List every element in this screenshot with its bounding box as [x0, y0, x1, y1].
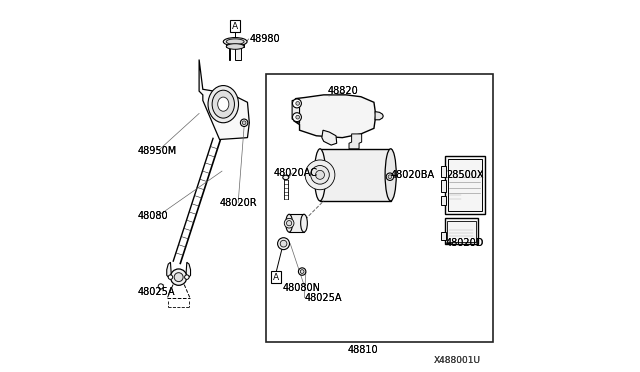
Circle shape — [287, 221, 292, 226]
Text: 48950M: 48950M — [138, 146, 177, 155]
Polygon shape — [199, 60, 250, 140]
Polygon shape — [235, 48, 241, 60]
Ellipse shape — [227, 39, 244, 44]
Text: 48950M: 48950M — [138, 146, 177, 155]
Text: X488001U: X488001U — [434, 356, 481, 365]
Circle shape — [174, 273, 183, 282]
Text: 48020BA: 48020BA — [390, 170, 435, 180]
Ellipse shape — [223, 38, 247, 46]
Text: X488001U: X488001U — [434, 356, 481, 365]
Bar — [447, 221, 476, 242]
Circle shape — [305, 160, 335, 190]
Text: 48020AC: 48020AC — [273, 168, 317, 178]
Circle shape — [296, 102, 300, 105]
Text: 48820: 48820 — [328, 86, 358, 96]
Bar — [289, 214, 304, 232]
Bar — [320, 149, 390, 201]
Text: 48020D: 48020D — [445, 238, 484, 247]
Circle shape — [278, 238, 289, 250]
Text: 48020AC: 48020AC — [273, 168, 317, 178]
Text: 48020BA: 48020BA — [390, 170, 435, 180]
Bar — [441, 196, 445, 205]
Text: 48025A: 48025A — [305, 293, 342, 302]
Text: 48080: 48080 — [138, 211, 168, 221]
Text: 28500X: 28500X — [447, 170, 484, 180]
Circle shape — [292, 99, 301, 108]
Bar — [447, 159, 482, 211]
Text: 48980: 48980 — [250, 34, 280, 44]
Circle shape — [386, 173, 394, 180]
Polygon shape — [186, 262, 191, 278]
Ellipse shape — [208, 86, 239, 123]
Bar — [441, 166, 445, 177]
Ellipse shape — [212, 90, 234, 118]
Ellipse shape — [218, 97, 229, 111]
Polygon shape — [322, 130, 337, 145]
Polygon shape — [229, 46, 230, 60]
Ellipse shape — [314, 149, 326, 201]
Ellipse shape — [227, 44, 244, 49]
Circle shape — [241, 119, 248, 126]
Ellipse shape — [385, 149, 396, 201]
Text: 48980: 48980 — [250, 34, 280, 44]
Circle shape — [168, 275, 173, 279]
Bar — [445, 156, 485, 214]
Polygon shape — [349, 134, 362, 149]
Circle shape — [292, 113, 301, 122]
Text: 48810: 48810 — [348, 345, 378, 355]
Text: 48080N: 48080N — [283, 283, 321, 293]
Circle shape — [170, 269, 187, 285]
Bar — [445, 218, 479, 244]
Text: 48080: 48080 — [138, 211, 168, 221]
Bar — [441, 180, 445, 192]
Text: 48080N: 48080N — [283, 283, 321, 293]
Bar — [441, 232, 445, 240]
Polygon shape — [375, 112, 383, 120]
Polygon shape — [294, 95, 376, 138]
Circle shape — [280, 240, 287, 247]
Ellipse shape — [301, 214, 307, 232]
Text: 48020D: 48020D — [445, 238, 484, 247]
Circle shape — [298, 268, 306, 275]
Text: 28500X: 28500X — [447, 170, 484, 180]
Text: 48025A: 48025A — [138, 287, 175, 297]
Circle shape — [300, 270, 304, 273]
Text: 48820: 48820 — [328, 86, 358, 96]
Text: 48020R: 48020R — [220, 198, 257, 208]
Circle shape — [310, 166, 330, 184]
Text: A: A — [232, 22, 238, 31]
Bar — [266, 74, 493, 342]
Circle shape — [184, 275, 189, 279]
Polygon shape — [292, 100, 300, 124]
Polygon shape — [227, 42, 244, 46]
Text: 48810: 48810 — [348, 345, 378, 355]
Text: A: A — [273, 273, 279, 282]
Text: 48020R: 48020R — [220, 198, 257, 208]
Circle shape — [284, 218, 294, 228]
Circle shape — [316, 170, 324, 179]
Ellipse shape — [283, 175, 289, 180]
Circle shape — [243, 121, 246, 125]
Text: 48025A: 48025A — [305, 293, 342, 302]
Circle shape — [296, 115, 300, 119]
Text: 48025A: 48025A — [138, 287, 175, 297]
Ellipse shape — [286, 214, 292, 232]
Polygon shape — [167, 262, 172, 278]
Circle shape — [158, 284, 163, 289]
Circle shape — [388, 175, 392, 179]
